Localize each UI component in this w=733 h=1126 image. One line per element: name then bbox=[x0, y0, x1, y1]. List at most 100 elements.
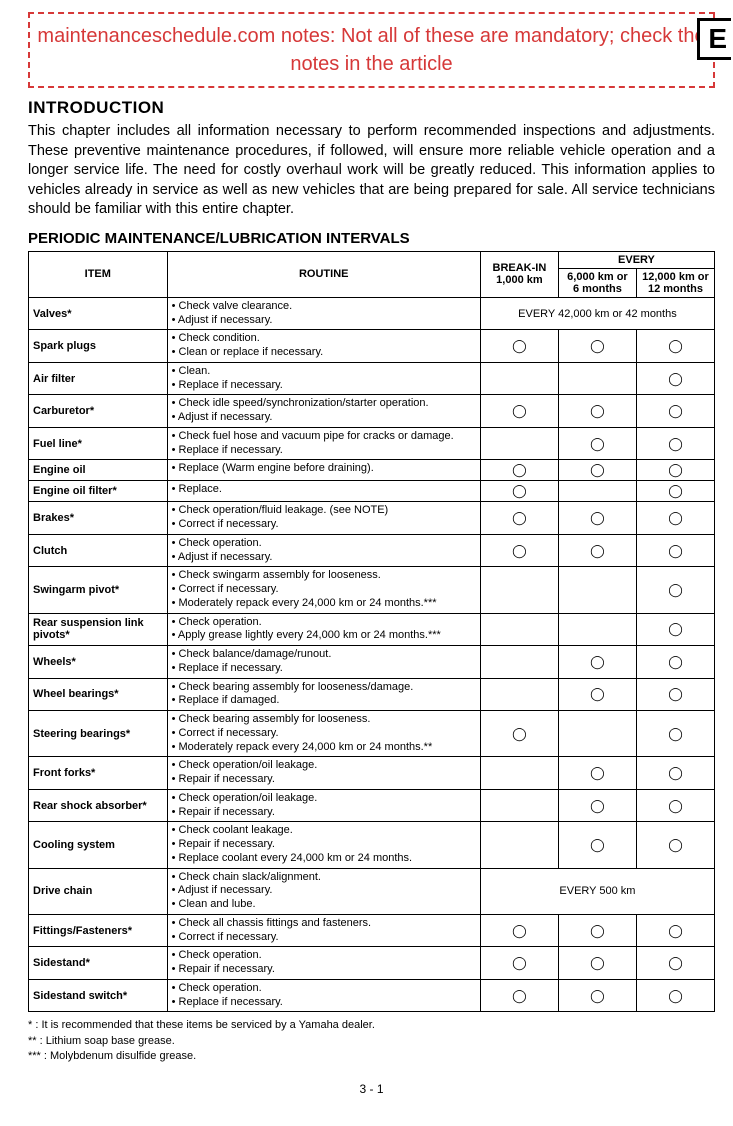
cell-mark bbox=[558, 711, 636, 757]
cell-routine: • Check operation.• Repair if necessary. bbox=[167, 947, 480, 980]
col-item: ITEM bbox=[29, 251, 168, 297]
cell-item: Fuel line* bbox=[29, 427, 168, 460]
cell-routine: • Check all chassis fittings and fastene… bbox=[167, 914, 480, 947]
cell-item: Sidestand switch* bbox=[29, 979, 168, 1012]
cell-item: Cooling system bbox=[29, 822, 168, 868]
cell-mark: ◯ bbox=[558, 979, 636, 1012]
cell-mark: ◯ bbox=[480, 914, 558, 947]
cell-mark: ◯ bbox=[558, 395, 636, 428]
cell-mark: ◯ bbox=[558, 678, 636, 711]
cell-routine: • Check bearing assembly for looseness/d… bbox=[167, 678, 480, 711]
cell-mark: ◯ bbox=[558, 914, 636, 947]
cell-mark: ◯ bbox=[636, 757, 714, 790]
table-row: Engine oil• Replace (Warm engine before … bbox=[29, 460, 715, 481]
cell-mark: ◯ bbox=[558, 947, 636, 980]
cell-routine: • Check operation/oil leakage.• Repair i… bbox=[167, 789, 480, 822]
cell-mark: ◯ bbox=[480, 502, 558, 535]
cell-item: Engine oil bbox=[29, 460, 168, 481]
cell-mark: ◯ bbox=[558, 534, 636, 567]
cell-item: Rear suspension link pivots* bbox=[29, 613, 168, 646]
cell-item: Carburetor* bbox=[29, 395, 168, 428]
footnotes: * : It is recommended that these items b… bbox=[28, 1018, 715, 1064]
cell-mark: ◯ bbox=[636, 534, 714, 567]
cell-item: Steering bearings* bbox=[29, 711, 168, 757]
cell-item: Drive chain bbox=[29, 868, 168, 914]
cell-mark: ◯ bbox=[558, 789, 636, 822]
cell-mark bbox=[480, 757, 558, 790]
table-row: Valves*• Check valve clearance.• Adjust … bbox=[29, 297, 715, 330]
cell-mark: ◯ bbox=[480, 395, 558, 428]
cell-routine: • Check chain slack/alignment.• Adjust i… bbox=[167, 868, 480, 914]
intro-text: This chapter includes all information ne… bbox=[28, 122, 715, 220]
cell-mark bbox=[558, 362, 636, 395]
table-row: Steering bearings*• Check bearing assemb… bbox=[29, 711, 715, 757]
cell-mark: ◯ bbox=[558, 460, 636, 481]
table-row: Brakes*• Check operation/fluid leakage. … bbox=[29, 502, 715, 535]
table-row: Clutch• Check operation.• Adjust if nece… bbox=[29, 534, 715, 567]
cell-routine: • Check operation/oil leakage.• Repair i… bbox=[167, 757, 480, 790]
cell-routine: • Check bearing assembly for looseness.•… bbox=[167, 711, 480, 757]
cell-mark bbox=[558, 481, 636, 502]
intro-heading: INTRODUCTION bbox=[28, 98, 715, 118]
page-number: 3 - 1 bbox=[28, 1082, 715, 1096]
cell-mark: ◯ bbox=[480, 330, 558, 363]
cell-item: Wheels* bbox=[29, 646, 168, 679]
table-body: Valves*• Check valve clearance.• Adjust … bbox=[29, 297, 715, 1012]
cell-item: Front forks* bbox=[29, 757, 168, 790]
cell-routine: • Check condition.• Clean or replace if … bbox=[167, 330, 480, 363]
cell-routine: • Check idle speed/synchronization/start… bbox=[167, 395, 480, 428]
table-row: Swingarm pivot*• Check swingarm assembly… bbox=[29, 567, 715, 613]
table-row: Air filter• Clean.• Replace if necessary… bbox=[29, 362, 715, 395]
cell-item: Brakes* bbox=[29, 502, 168, 535]
cell-mark: ◯ bbox=[636, 914, 714, 947]
cell-mark bbox=[480, 678, 558, 711]
cell-mark bbox=[480, 362, 558, 395]
cell-mark: ◯ bbox=[636, 460, 714, 481]
cell-mark bbox=[480, 427, 558, 460]
cell-mark: ◯ bbox=[636, 646, 714, 679]
table-row: Fittings/Fasteners*• Check all chassis f… bbox=[29, 914, 715, 947]
cell-mark: ◯ bbox=[636, 822, 714, 868]
cell-item: Air filter bbox=[29, 362, 168, 395]
cell-mark bbox=[480, 567, 558, 613]
cell-mark: ◯ bbox=[558, 427, 636, 460]
cell-mark: ◯ bbox=[636, 427, 714, 460]
table-row: Carburetor*• Check idle speed/synchroniz… bbox=[29, 395, 715, 428]
col-12k: 12,000 km or 12 months bbox=[636, 268, 714, 297]
cell-mark: ◯ bbox=[480, 979, 558, 1012]
cell-mark bbox=[480, 789, 558, 822]
cell-item: Wheel bearings* bbox=[29, 678, 168, 711]
cell-interval-span: EVERY 42,000 km or 42 months bbox=[480, 297, 714, 330]
cell-item: Valves* bbox=[29, 297, 168, 330]
col-breakin: BREAK-IN 1,000 km bbox=[480, 251, 558, 297]
table-row: Wheel bearings*• Check bearing assembly … bbox=[29, 678, 715, 711]
cell-mark bbox=[558, 613, 636, 646]
cell-routine: • Check coolant leakage.• Repair if nece… bbox=[167, 822, 480, 868]
cell-item: Fittings/Fasteners* bbox=[29, 914, 168, 947]
cell-mark: ◯ bbox=[558, 646, 636, 679]
cell-mark: ◯ bbox=[636, 789, 714, 822]
cell-mark: ◯ bbox=[480, 534, 558, 567]
table-row: Rear shock absorber*• Check operation/oi… bbox=[29, 789, 715, 822]
cell-mark: ◯ bbox=[636, 481, 714, 502]
cell-routine: • Check swingarm assembly for looseness.… bbox=[167, 567, 480, 613]
cell-routine: • Check operation.• Replace if necessary… bbox=[167, 979, 480, 1012]
cell-mark: ◯ bbox=[480, 711, 558, 757]
table-row: Rear suspension link pivots*• Check oper… bbox=[29, 613, 715, 646]
cell-mark bbox=[558, 567, 636, 613]
table-heading: PERIODIC MAINTENANCE/LUBRICATION INTERVA… bbox=[28, 230, 715, 247]
cell-mark: ◯ bbox=[558, 330, 636, 363]
page-corner-label: E bbox=[697, 18, 731, 60]
cell-mark: ◯ bbox=[480, 947, 558, 980]
cell-item: Rear shock absorber* bbox=[29, 789, 168, 822]
cell-mark: ◯ bbox=[480, 460, 558, 481]
col-6k: 6,000 km or 6 months bbox=[558, 268, 636, 297]
cell-routine: • Replace. bbox=[167, 481, 480, 502]
table-row: Sidestand switch*• Check operation.• Rep… bbox=[29, 979, 715, 1012]
cell-mark: ◯ bbox=[636, 395, 714, 428]
cell-mark bbox=[480, 822, 558, 868]
cell-routine: • Check operation.• Apply grease lightly… bbox=[167, 613, 480, 646]
maintenance-table: ITEM ROUTINE BREAK-IN 1,000 km EVERY 6,0… bbox=[28, 251, 715, 1013]
col-every: EVERY bbox=[558, 251, 714, 268]
cell-mark: ◯ bbox=[636, 362, 714, 395]
